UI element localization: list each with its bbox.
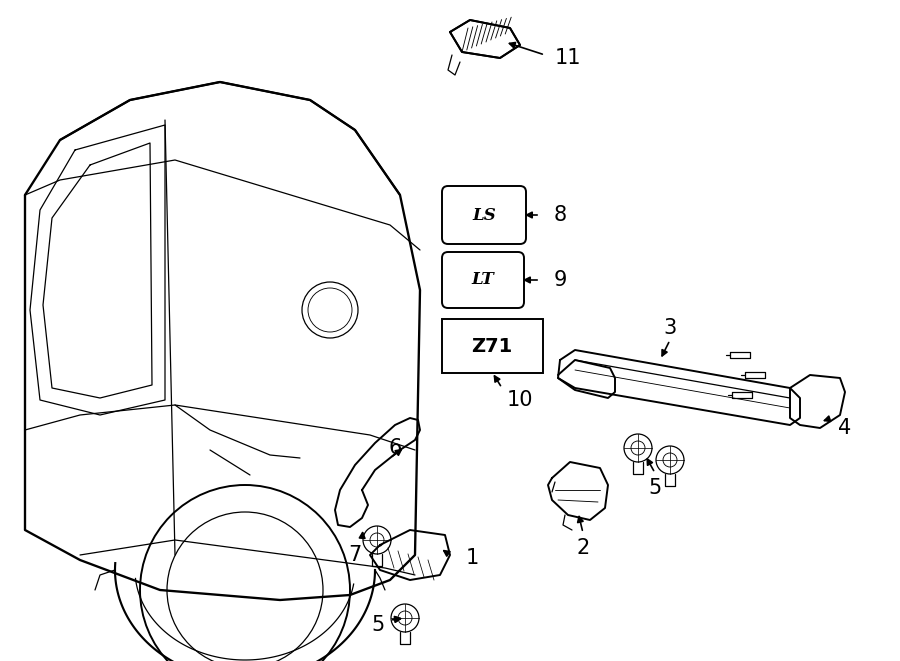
Text: 11: 11 (554, 48, 581, 68)
Text: 1: 1 (465, 548, 479, 568)
Text: 5: 5 (648, 478, 662, 498)
Text: 7: 7 (348, 545, 362, 565)
Text: 10: 10 (507, 390, 533, 410)
Text: 2: 2 (576, 538, 590, 558)
Text: LS: LS (472, 206, 496, 223)
Text: 9: 9 (554, 270, 567, 290)
Text: 8: 8 (554, 205, 567, 225)
Text: 5: 5 (372, 615, 384, 635)
Text: 6: 6 (388, 438, 401, 458)
Text: LT: LT (472, 272, 494, 288)
Text: Z71: Z71 (472, 336, 513, 356)
Text: 3: 3 (663, 318, 677, 338)
Text: 4: 4 (839, 418, 851, 438)
